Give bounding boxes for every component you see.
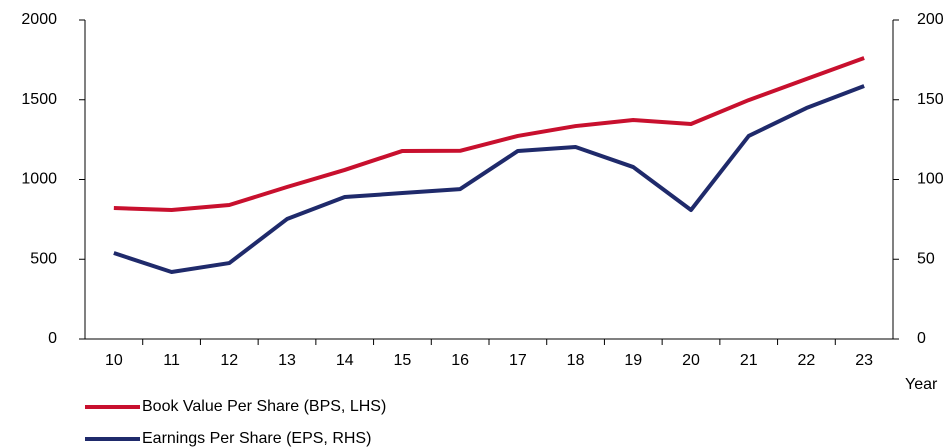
legend-label: Book Value Per Share (BPS, LHS) bbox=[142, 398, 386, 415]
x-tick-label: 19 bbox=[624, 352, 642, 369]
x-tick-label: 20 bbox=[682, 352, 700, 369]
x-tick-label: 13 bbox=[278, 352, 296, 369]
y-tick-label: 1000 bbox=[21, 171, 57, 188]
y-tick-label: 0 bbox=[48, 330, 57, 347]
y-tick-label: 1500 bbox=[21, 91, 57, 108]
y2-tick-label: 200 bbox=[917, 11, 944, 28]
y2-tick-label: 50 bbox=[917, 250, 935, 267]
x-tick-label: 23 bbox=[855, 352, 873, 369]
x-tick-label: 17 bbox=[509, 352, 527, 369]
x-tick-label: 22 bbox=[798, 352, 816, 369]
x-tick-label: 21 bbox=[740, 352, 758, 369]
x-tick-label: 15 bbox=[394, 352, 412, 369]
x-tick-label: 11 bbox=[163, 352, 180, 369]
x-tick-label: 12 bbox=[220, 352, 238, 369]
legend-label: Earnings Per Share (EPS, RHS) bbox=[142, 430, 371, 447]
x-tick-label: 14 bbox=[336, 352, 354, 369]
line-series bbox=[113, 56, 865, 212]
y2-tick-label: 150 bbox=[917, 91, 944, 108]
y2-tick-label: 0 bbox=[917, 330, 926, 347]
y2-tick-label: 100 bbox=[917, 171, 944, 188]
x-axis-label: Year bbox=[905, 376, 938, 393]
y-tick-label: 2000 bbox=[21, 11, 57, 28]
x-tick-label: 10 bbox=[105, 352, 123, 369]
x-tick-label: 16 bbox=[451, 352, 469, 369]
line-series bbox=[113, 84, 865, 275]
y-tick-label: 500 bbox=[30, 250, 57, 267]
x-tick-label: 18 bbox=[567, 352, 585, 369]
